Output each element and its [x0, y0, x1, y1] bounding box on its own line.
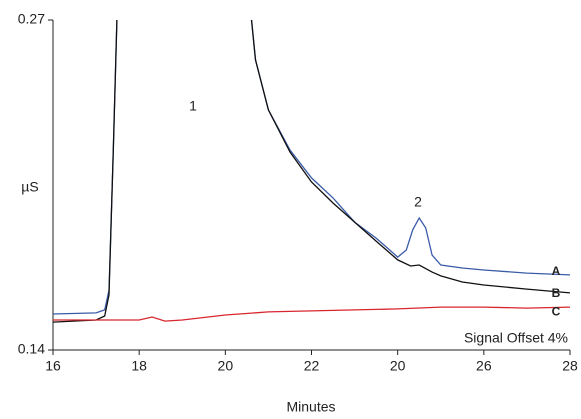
y-tick-label: 0.14	[18, 341, 45, 357]
x-axis-label: Minutes	[286, 399, 335, 415]
y-axis-label: µS	[21, 179, 38, 195]
series-label: C	[552, 304, 561, 318]
series-line	[53, 20, 570, 315]
x-tick-label: 18	[131, 358, 147, 374]
plot-area	[53, 20, 570, 323]
offset-note: Signal Offset 4%	[464, 330, 568, 346]
series-line	[53, 306, 570, 322]
series-label: A	[552, 264, 561, 278]
y-tick-label: 0.27	[18, 11, 45, 27]
peak-label: 1	[189, 98, 197, 114]
peak-label: 2	[414, 194, 422, 210]
x-tick-label: 28	[562, 358, 578, 374]
x-tick-label: 26	[476, 358, 492, 374]
x-tick-label: 20	[218, 358, 234, 374]
x-tick-label: 22	[304, 358, 320, 374]
series-line	[53, 20, 570, 323]
x-tick-label: 16	[45, 358, 61, 374]
x-tick-label: 20	[390, 358, 406, 374]
series-label: B	[552, 286, 561, 300]
